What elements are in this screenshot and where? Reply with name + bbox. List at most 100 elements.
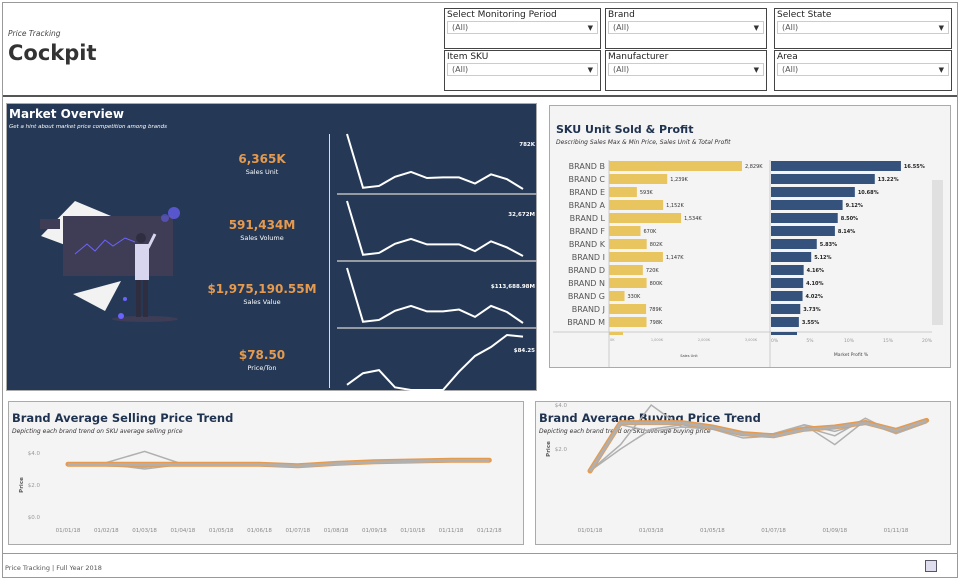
dropdown-arrow-icon[interactable]: ▼: [753, 66, 759, 74]
kpi-sales-value: $1,975,190.55M Sales Value: [197, 282, 327, 306]
profit-label: 9.12%: [846, 203, 863, 209]
sales-unit-bar[interactable]: [609, 226, 641, 236]
profit-bar[interactable]: [771, 187, 855, 197]
sales-unit-label: 593K: [640, 190, 654, 196]
brand-series-band[interactable]: [588, 419, 928, 473]
filter-value: (All): [452, 23, 469, 32]
sales-unit-bar[interactable]: [609, 200, 664, 210]
kpi-label: Sales Volume: [240, 234, 284, 242]
dropdown-arrow-icon[interactable]: ▼: [753, 24, 759, 32]
kpi-value: $1,975,190.55M: [207, 282, 317, 296]
sales-unit-bar[interactable]: [609, 252, 663, 262]
filter-dropdown[interactable]: (All) ▼: [777, 63, 949, 76]
sales-unit-bar[interactable]: [609, 291, 625, 301]
x-tick: 01/05/18: [209, 528, 234, 534]
sparkline-end-label: 782K: [519, 142, 535, 148]
profit-bar[interactable]: [771, 226, 835, 236]
sales-unit-label: 2,829K: [745, 164, 763, 170]
sales-unit-bar[interactable]: [609, 161, 742, 171]
brand-label: BRAND C: [569, 175, 606, 184]
brand-series-band[interactable]: [68, 459, 490, 468]
filter-dropdown[interactable]: (All) ▼: [608, 63, 764, 76]
sales-unit-bar[interactable]: [609, 174, 668, 184]
sku-bar-chart: BRAND B 2,829K 16.55% BRAND C 1,239K 13.22% BR…: [553, 160, 943, 367]
header-divider: [3, 95, 957, 97]
kpi-value: 6,365K: [238, 152, 286, 166]
x-tick: 01/03/18: [132, 528, 157, 534]
x-tick: 01/03/18: [639, 528, 664, 534]
filter-select-monitoring-period: Select Monitoring Period (All) ▼: [444, 8, 601, 49]
sales-unit-label: 1,239K: [670, 177, 688, 183]
filter-dropdown[interactable]: (All) ▼: [608, 21, 764, 34]
filter-label: Select State: [777, 10, 832, 20]
sales-unit-bar[interactable]: [609, 239, 647, 249]
sales-unit-bar[interactable]: [609, 317, 647, 327]
y-axis-title: Price: [546, 441, 552, 457]
sparkline: [346, 133, 524, 190]
x-tick: 20%: [922, 338, 933, 344]
sales-unit-label: 1,147K: [666, 255, 684, 261]
filter-manufacturer: Manufacturer (All) ▼: [605, 50, 767, 91]
x-tick: 5%: [806, 338, 814, 344]
x-tick: 0%: [771, 338, 779, 344]
profit-bar[interactable]: [771, 304, 801, 314]
filter-label: Select Monitoring Period: [447, 10, 557, 20]
filter-brand: Brand (All) ▼: [605, 8, 767, 49]
x-axis-title: Sales Unit: [680, 354, 698, 358]
x-tick: 0K: [610, 338, 615, 342]
sales-unit-label: 330K: [628, 294, 642, 300]
sales-unit-bar[interactable]: [609, 187, 637, 197]
sales-unit-label: 720K: [646, 268, 660, 274]
sales-unit-bar[interactable]: [609, 265, 643, 275]
filter-dropdown[interactable]: (All) ▼: [447, 21, 598, 34]
x-tick: 2,000K: [698, 338, 711, 342]
profit-bar[interactable]: [771, 265, 804, 275]
profit-bar[interactable]: [771, 200, 843, 210]
filter-dropdown[interactable]: (All) ▼: [777, 21, 949, 34]
x-tick: 01/01/18: [56, 528, 81, 534]
sales-unit-bar[interactable]: [609, 304, 647, 314]
highlight-series-line[interactable]: [587, 417, 930, 474]
y-tick: $2.0: [28, 483, 41, 489]
brand-label: BRAND L: [570, 214, 606, 223]
footer-divider: [3, 553, 957, 554]
x-tick: 01/11/18: [884, 528, 909, 534]
scrollbar[interactable]: [932, 180, 943, 325]
filter-value: (All): [782, 23, 799, 32]
profit-label: 5.83%: [820, 242, 837, 248]
market-overview-title: Market Overview: [9, 107, 124, 121]
brand-series-line[interactable]: [589, 403, 927, 472]
profit-bar[interactable]: [771, 291, 803, 301]
filter-value: (All): [782, 65, 799, 74]
dropdown-arrow-icon[interactable]: ▼: [587, 24, 593, 32]
profit-bar[interactable]: [771, 161, 901, 171]
tableau-logo-icon[interactable]: [925, 560, 937, 572]
analyst-illustration: [40, 201, 180, 322]
x-tick: 01/05/18: [700, 528, 725, 534]
brand-label: BRAND F: [570, 227, 606, 236]
market-overview-subtitle: Get a hint about market price competitio…: [9, 124, 167, 130]
profit-bar[interactable]: [771, 174, 875, 184]
header-subtitle: Price Tracking: [8, 29, 61, 38]
brand-label: BRAND E: [569, 188, 605, 197]
selling-subtitle: Depicting each brand trend on SKU averag…: [12, 428, 183, 435]
profit-bar[interactable]: [771, 317, 799, 327]
kpi-value: $78.50: [238, 348, 286, 362]
brand-series-line[interactable]: [589, 421, 927, 472]
filter-dropdown[interactable]: (All) ▼: [447, 63, 598, 76]
sales-unit-bar[interactable]: [609, 213, 682, 223]
profit-bar[interactable]: [771, 239, 817, 249]
dropdown-arrow-icon[interactable]: ▼: [938, 24, 944, 32]
sales-unit-bar[interactable]: [609, 278, 647, 288]
dropdown-arrow-icon[interactable]: ▼: [587, 66, 593, 74]
kpi-price-ton: $78.50 Price/Ton: [197, 348, 327, 372]
profit-label: 4.02%: [806, 294, 823, 300]
selling-price-panel: Brand Average Selling Price Trend Depict…: [8, 401, 524, 545]
x-tick: 01/08/18: [324, 528, 349, 534]
sales-unit-label: 789K: [649, 307, 663, 313]
profit-label: 8.50%: [841, 216, 858, 222]
profit-bar[interactable]: [771, 278, 804, 288]
profit-bar[interactable]: [771, 252, 812, 262]
profit-bar[interactable]: [771, 213, 838, 223]
dropdown-arrow-icon[interactable]: ▼: [938, 66, 944, 74]
